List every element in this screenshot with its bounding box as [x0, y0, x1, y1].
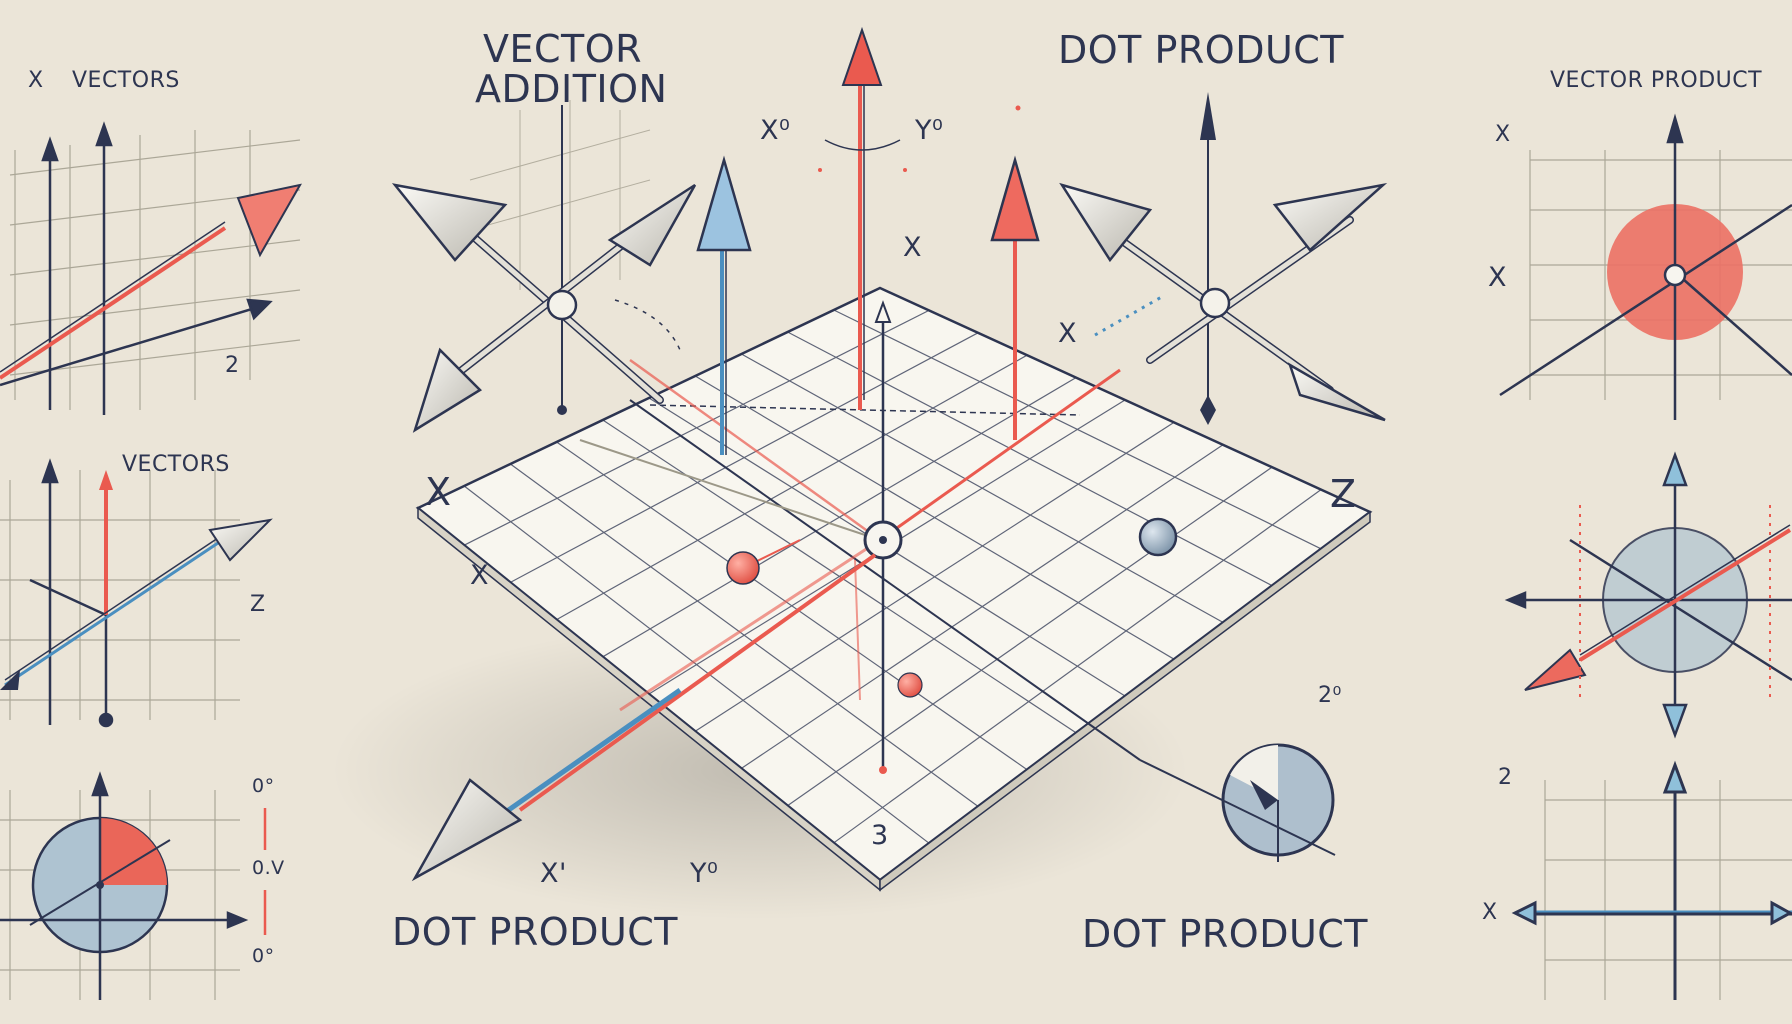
background-grid-lines	[469, 100, 651, 290]
vector-addition-title-line1: VECTOR	[483, 27, 643, 71]
dot-product-title-bottom-left: DOT PRODUCT	[392, 910, 679, 954]
left-mid-axes	[29, 458, 114, 728]
left-top-grid	[9, 130, 301, 410]
right-bottom-grid	[1544, 780, 1792, 1000]
red-ball-low	[897, 672, 923, 698]
board-grid-line	[833, 309, 1322, 550]
left-top-red-arrow	[0, 183, 302, 380]
board-grid-line	[787, 331, 1273, 587]
dot-product-title-bottom-right: DOT PRODUCT	[1082, 912, 1369, 956]
right-cross-vectors	[1059, 92, 1388, 425]
blue-ball-right	[1138, 517, 1178, 557]
left-top-tick-label: 2	[225, 353, 240, 378]
left-cross-vectors	[391, 105, 697, 433]
axis-z-right-label: Z	[1330, 472, 1357, 516]
board-grid-line	[787, 466, 1273, 807]
board-grid-line	[833, 489, 1322, 844]
right-lower-2-label: 2	[1498, 765, 1513, 790]
top-red-vector	[818, 26, 1021, 410]
right-2-label: 2⁰	[1318, 683, 1342, 708]
dot-product-title-top: DOT PRODUCT	[1058, 28, 1345, 72]
board-grid-line	[694, 375, 1175, 660]
right-bottom-x-label: X	[1482, 900, 1498, 925]
x0-label: X⁰	[760, 115, 791, 146]
board-grid-line	[694, 421, 1175, 732]
left-mid-vectors-label: VECTORS	[122, 452, 230, 477]
grid-board	[415, 286, 1373, 892]
upper-x-label: X	[903, 232, 922, 263]
right-panel	[1499, 113, 1792, 1000]
left-mid-z-label: Z	[250, 592, 266, 617]
left-side-mark-1: 0°	[252, 775, 275, 797]
left-top-x-label: X	[28, 68, 44, 93]
right-x-label: X	[1058, 318, 1077, 349]
left-side-mark-2: 0.V	[252, 857, 285, 879]
board-grid-line	[741, 444, 1224, 769]
bottom-y-label: Y⁰	[690, 858, 719, 889]
left-side-mark-3: 0°	[252, 945, 275, 967]
left-mid-diagonal-arrow	[0, 518, 273, 690]
bottom-number-label: 3	[871, 820, 889, 851]
left-mid-red-vertical	[99, 470, 113, 615]
right-top-axes	[1499, 113, 1792, 420]
vector-addition-title-line2: ADDITION	[475, 67, 668, 111]
left-bottom-axes	[0, 771, 249, 1000]
right-bottom-axes	[1511, 760, 1792, 1000]
bottom-x-label: X'	[540, 858, 567, 889]
right-red-vector	[990, 155, 1040, 440]
vector-product-title: VECTOR PRODUCT	[1550, 68, 1763, 93]
left-top-axes	[0, 121, 273, 415]
right-mid-dashes	[1579, 505, 1771, 700]
grid-x-label: X	[470, 560, 489, 591]
center-scene	[330, 26, 1388, 920]
bottom-left-vector	[411, 553, 877, 882]
blue-vector	[696, 155, 752, 455]
red-ball-left	[726, 539, 801, 585]
right-mid-x-label: X	[1488, 262, 1507, 293]
right-mid-axes	[1504, 451, 1792, 739]
board-grid-line	[741, 353, 1224, 623]
right-top-x-label: X	[1495, 122, 1511, 147]
axis-x-left-label: X	[425, 470, 452, 514]
right-mid-red-arrow	[1524, 524, 1792, 691]
left-top-vectors-label: VECTORS	[72, 68, 180, 93]
left-mid-grid	[0, 470, 240, 720]
bottom-right-circle	[1139, 743, 1336, 862]
y0-label: Y⁰	[915, 115, 944, 146]
left-panel	[0, 121, 302, 1000]
